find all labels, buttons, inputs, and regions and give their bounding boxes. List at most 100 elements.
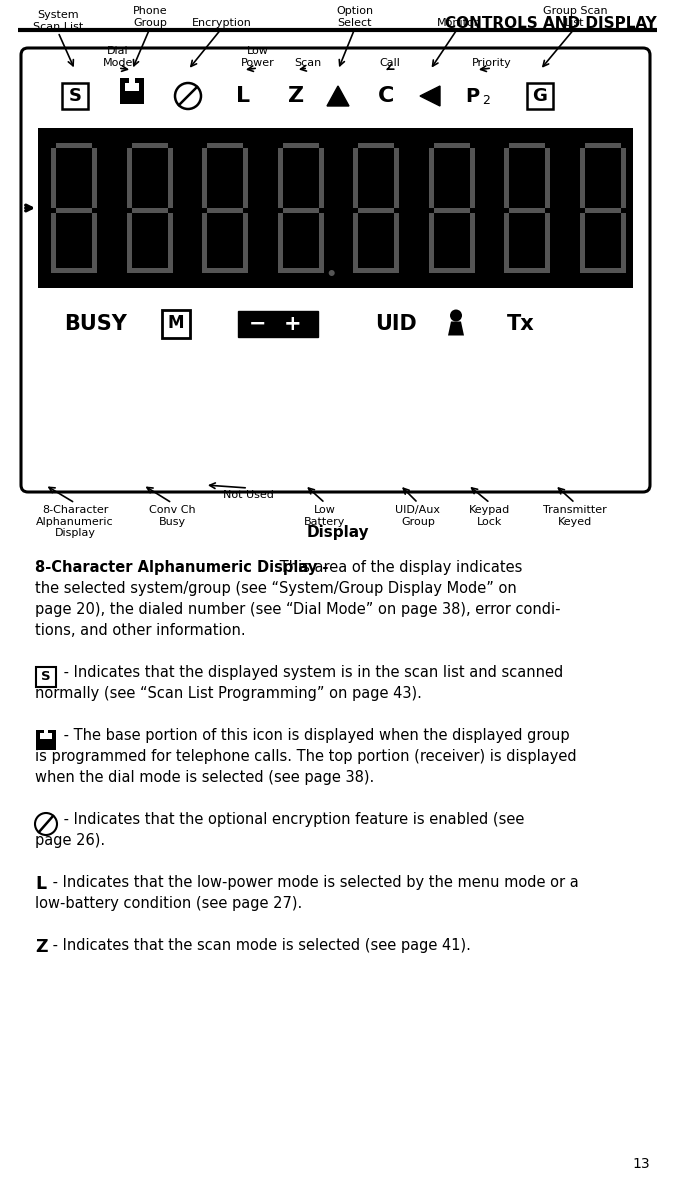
FancyBboxPatch shape bbox=[21, 48, 650, 492]
Bar bbox=[51, 214, 56, 273]
Bar bbox=[470, 214, 475, 273]
Text: M: M bbox=[168, 315, 184, 333]
Text: L: L bbox=[35, 874, 46, 894]
Bar bbox=[92, 148, 97, 208]
Text: Group Scan
List: Group Scan List bbox=[543, 6, 608, 27]
Bar bbox=[120, 78, 129, 89]
Text: S: S bbox=[68, 87, 82, 105]
Bar bbox=[167, 148, 173, 208]
Text: Scan: Scan bbox=[294, 58, 321, 68]
Bar bbox=[358, 208, 394, 214]
Bar bbox=[504, 148, 510, 208]
Text: BUSY: BUSY bbox=[65, 314, 128, 334]
Bar bbox=[319, 214, 324, 273]
Bar bbox=[621, 148, 626, 208]
Bar bbox=[504, 214, 510, 273]
Polygon shape bbox=[420, 86, 440, 106]
Text: tions, and other information.: tions, and other information. bbox=[35, 623, 246, 638]
Text: Dial
Mode: Dial Mode bbox=[103, 47, 133, 68]
Text: Conv Ch
Busy: Conv Ch Busy bbox=[148, 505, 195, 526]
Bar bbox=[48, 730, 56, 740]
Text: Not Used: Not Used bbox=[223, 490, 273, 500]
Bar bbox=[277, 148, 283, 208]
Bar bbox=[167, 214, 173, 273]
Bar bbox=[510, 268, 545, 273]
Text: UID/Aux
Group: UID/Aux Group bbox=[396, 505, 441, 526]
Polygon shape bbox=[327, 86, 349, 106]
Text: Low
Power: Low Power bbox=[241, 47, 275, 68]
Text: 13: 13 bbox=[632, 1157, 650, 1172]
Bar bbox=[621, 214, 626, 273]
Bar bbox=[162, 309, 190, 338]
Bar bbox=[36, 738, 56, 750]
Text: C: C bbox=[378, 86, 394, 106]
Bar bbox=[394, 148, 400, 208]
Circle shape bbox=[450, 309, 462, 321]
Text: CONTROLS AND DISPLAY: CONTROLS AND DISPLAY bbox=[446, 16, 657, 31]
Bar bbox=[283, 143, 319, 148]
Text: G: G bbox=[533, 87, 547, 105]
Bar bbox=[132, 208, 167, 214]
Bar bbox=[358, 143, 394, 148]
Text: −: − bbox=[249, 314, 267, 334]
Bar bbox=[243, 148, 248, 208]
Bar bbox=[319, 148, 324, 208]
Text: 8-Character Alphanumeric Display -: 8-Character Alphanumeric Display - bbox=[35, 560, 328, 575]
Bar bbox=[243, 214, 248, 273]
Bar bbox=[207, 143, 243, 148]
Bar bbox=[429, 214, 434, 273]
Bar bbox=[434, 268, 470, 273]
Text: page 26).: page 26). bbox=[35, 833, 105, 848]
Bar bbox=[56, 268, 92, 273]
Text: - Indicates that the optional encryption feature is enabled (see: - Indicates that the optional encryption… bbox=[59, 812, 524, 827]
Text: low-battery condition (see page 27).: low-battery condition (see page 27). bbox=[35, 896, 302, 911]
Bar bbox=[585, 208, 621, 214]
Bar bbox=[38, 70, 633, 122]
Bar bbox=[202, 148, 207, 208]
Text: - The base portion of this icon is displayed when the displayed group: - The base portion of this icon is displ… bbox=[59, 728, 570, 743]
Bar bbox=[92, 214, 97, 273]
Bar bbox=[36, 730, 44, 740]
Text: - Indicates that the low-power mode is selected by the menu mode or a: - Indicates that the low-power mode is s… bbox=[48, 874, 578, 890]
Text: UID: UID bbox=[375, 314, 417, 334]
Text: S: S bbox=[41, 670, 51, 684]
Bar bbox=[353, 148, 358, 208]
Text: 8-Character
Alphanumeric
Display: 8-Character Alphanumeric Display bbox=[36, 505, 114, 538]
Text: P: P bbox=[465, 87, 479, 105]
Bar bbox=[434, 143, 470, 148]
Bar bbox=[510, 208, 545, 214]
Bar bbox=[580, 148, 585, 208]
Bar bbox=[120, 88, 144, 104]
Text: This area of the display indicates: This area of the display indicates bbox=[275, 560, 522, 575]
Text: - Indicates that the scan mode is selected (see page 41).: - Indicates that the scan mode is select… bbox=[48, 938, 471, 953]
Bar bbox=[358, 268, 394, 273]
Text: System
Scan List: System Scan List bbox=[33, 11, 83, 32]
Bar bbox=[545, 214, 550, 273]
Text: Transmitter
Keyed: Transmitter Keyed bbox=[543, 505, 607, 526]
Text: Z: Z bbox=[288, 86, 304, 106]
Bar bbox=[62, 84, 88, 109]
Text: Tx: Tx bbox=[507, 314, 535, 334]
Polygon shape bbox=[448, 321, 464, 335]
Circle shape bbox=[175, 84, 201, 109]
Text: normally (see “Scan List Programming” on page 43).: normally (see “Scan List Programming” on… bbox=[35, 686, 422, 701]
Bar bbox=[56, 208, 92, 214]
Bar bbox=[56, 143, 92, 148]
Bar bbox=[127, 214, 132, 273]
Text: the selected system/group (see “System/Group Display Mode” on: the selected system/group (see “System/G… bbox=[35, 581, 517, 596]
Bar bbox=[434, 208, 470, 214]
Bar bbox=[283, 268, 319, 273]
Bar bbox=[429, 148, 434, 208]
Bar bbox=[202, 214, 207, 273]
Bar bbox=[40, 733, 52, 738]
Text: when the dial mode is selected (see page 38).: when the dial mode is selected (see page… bbox=[35, 769, 374, 785]
Bar bbox=[36, 667, 56, 687]
Text: Display: Display bbox=[306, 525, 369, 540]
Circle shape bbox=[329, 270, 335, 276]
Text: Priority: Priority bbox=[472, 58, 512, 68]
Bar bbox=[527, 84, 553, 109]
Text: L: L bbox=[236, 86, 250, 106]
Text: Z: Z bbox=[35, 938, 47, 956]
Bar bbox=[585, 143, 621, 148]
Bar bbox=[580, 214, 585, 273]
